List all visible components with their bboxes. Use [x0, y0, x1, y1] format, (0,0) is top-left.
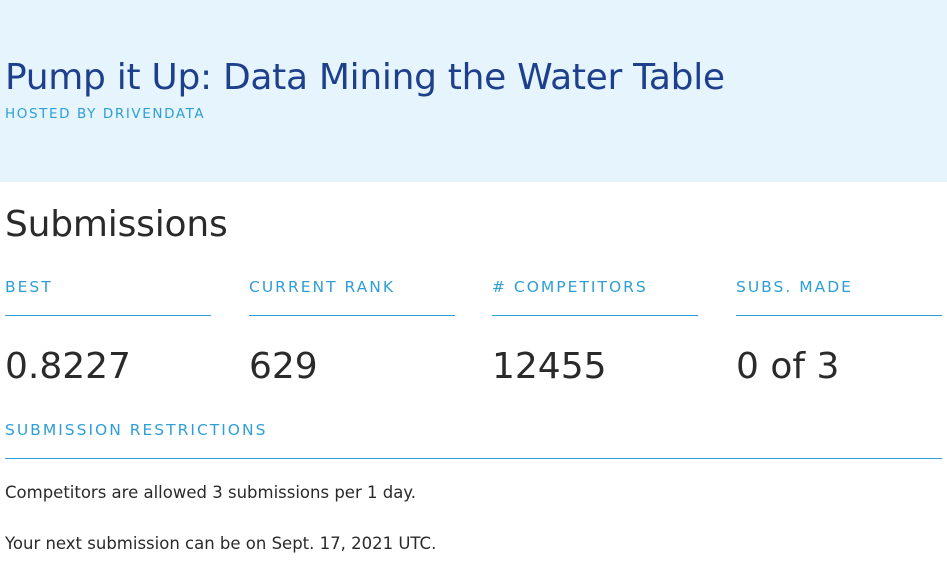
- competition-header: Pump it Up: Data Mining the Water Table …: [0, 0, 947, 182]
- subs-made-value: 0 of 3: [736, 346, 840, 387]
- competitors-stat: # COMPETITORS 12455: [492, 274, 698, 394]
- current-rank-stat: CURRENT RANK 629: [249, 274, 455, 394]
- submission-restrictions-label: SUBMISSION RESTRICTIONS: [5, 417, 942, 459]
- subs-made-stat: SUBS. MADE 0 of 3: [736, 274, 942, 394]
- submissions-title: Submissions: [5, 204, 228, 245]
- host-label: HOSTED BY DRIVENDATA: [5, 106, 206, 122]
- best-score-stat: BEST 0.8227: [5, 274, 211, 394]
- competitors-label: # COMPETITORS: [492, 274, 698, 316]
- subs-made-label: SUBS. MADE: [736, 274, 942, 316]
- current-rank-value: 629: [249, 346, 318, 387]
- next-submission-text: Your next submission can be on Sept. 17,…: [5, 534, 437, 553]
- best-score-label: BEST: [5, 274, 211, 316]
- competitors-value: 12455: [492, 346, 607, 387]
- submission-limit-text: Competitors are allowed 3 submissions pe…: [5, 483, 416, 502]
- competition-title: Pump it Up: Data Mining the Water Table: [5, 57, 725, 98]
- current-rank-label: CURRENT RANK: [249, 274, 455, 316]
- best-score-value: 0.8227: [5, 346, 131, 387]
